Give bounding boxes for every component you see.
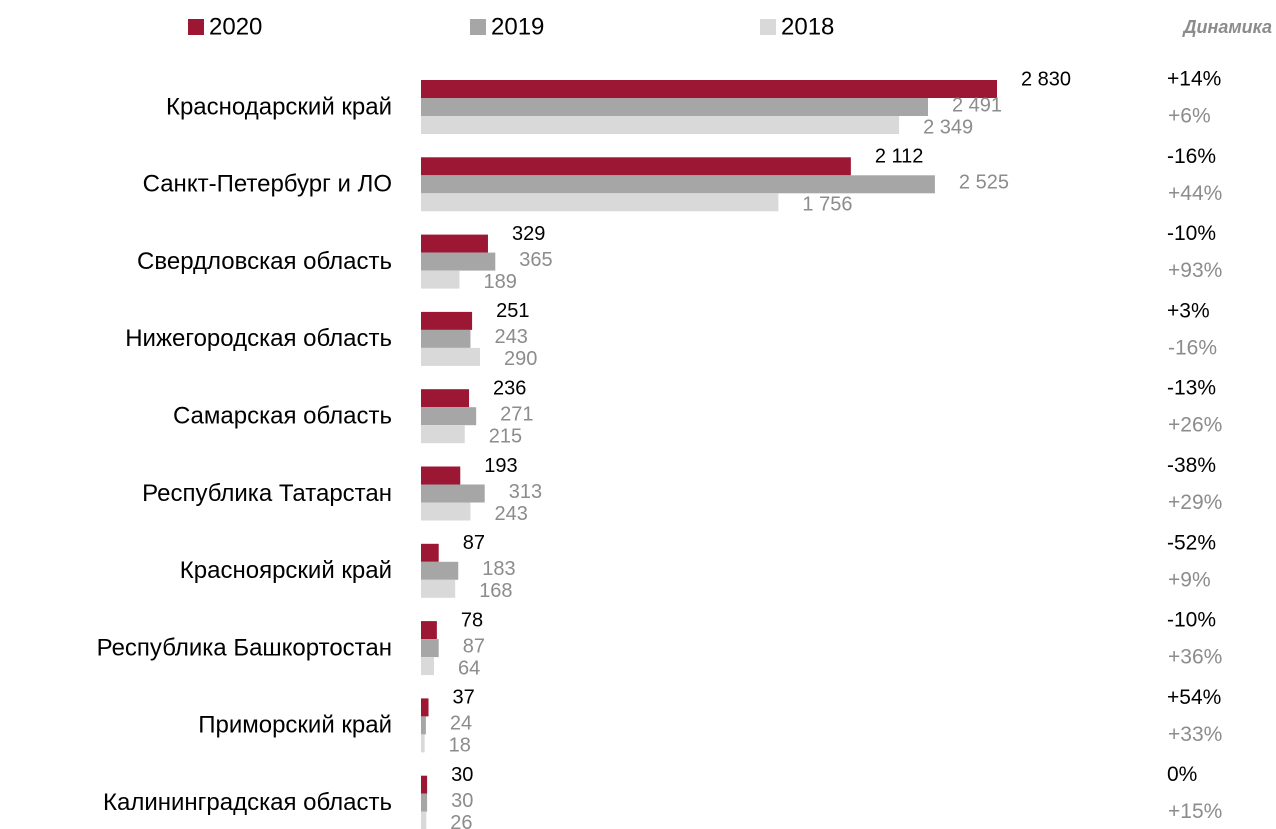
- category-label: Республика Башкортостан: [97, 634, 392, 661]
- value-label: 24: [450, 713, 472, 735]
- category-label: Самарская область: [173, 403, 392, 430]
- dynamics-bottom: +29%: [1168, 491, 1222, 514]
- bar: [421, 347, 481, 366]
- bar: [421, 484, 485, 503]
- value-label: 313: [509, 481, 542, 503]
- dynamics-bottom: +36%: [1168, 646, 1222, 669]
- category-label: Нижегородская область: [125, 325, 392, 352]
- bar: [421, 698, 429, 717]
- bar: [421, 270, 460, 289]
- dynamics-bottom: +26%: [1168, 414, 1222, 437]
- bar: [421, 193, 779, 212]
- bar: [421, 561, 459, 580]
- category-label: Республика Татарстан: [142, 480, 392, 507]
- value-label: 243: [494, 326, 527, 348]
- dynamics-bottom: +9%: [1168, 568, 1211, 591]
- dynamics-top: -16%: [1167, 145, 1216, 168]
- bar: [421, 98, 929, 116]
- value-label: 26: [450, 812, 472, 829]
- value-label: 236: [493, 377, 526, 399]
- bar: [421, 734, 425, 753]
- dynamics-top: -38%: [1167, 454, 1216, 477]
- dynamics-bottom: +6%: [1168, 105, 1211, 128]
- bar: [421, 116, 900, 134]
- category-label: Приморский край: [198, 712, 392, 739]
- bar: [421, 543, 439, 562]
- bar: [421, 389, 470, 408]
- dynamics-bottom: +33%: [1168, 723, 1222, 746]
- value-label: 271: [500, 403, 533, 425]
- bar: [421, 407, 477, 426]
- value-label: 189: [483, 271, 516, 293]
- bar: [421, 157, 851, 176]
- bar: [421, 466, 461, 485]
- bar: [421, 425, 465, 444]
- bar: [421, 621, 437, 640]
- legend-label: 2020: [209, 13, 262, 40]
- legend-label: 2018: [781, 13, 834, 40]
- value-label: 87: [463, 635, 485, 657]
- value-label: 18: [449, 735, 471, 757]
- bar: [421, 502, 471, 521]
- legend-swatch: [760, 19, 776, 35]
- value-label: 215: [489, 425, 522, 447]
- value-label: 30: [451, 790, 473, 812]
- dynamics-top: 0%: [1167, 763, 1197, 786]
- value-label: 1 756: [802, 194, 852, 216]
- value-label: 2 525: [959, 172, 1009, 194]
- legend-swatch: [470, 19, 486, 35]
- bar: [421, 716, 426, 735]
- dynamics-bottom: +93%: [1168, 259, 1222, 282]
- value-label: 329: [512, 223, 545, 245]
- value-label: 193: [484, 455, 517, 477]
- value-label: 30: [451, 764, 473, 786]
- category-label: Красноярский край: [180, 557, 392, 584]
- bar: [421, 811, 427, 829]
- value-label: 2 830: [1021, 68, 1071, 90]
- legend-swatch: [188, 19, 204, 35]
- value-label: 2 491: [952, 94, 1002, 116]
- category-label: Санкт-Петербург и ЛО: [143, 171, 392, 198]
- value-label: 168: [479, 580, 512, 602]
- bar: [421, 80, 997, 98]
- bar: [421, 579, 456, 598]
- category-label: Свердловская область: [137, 248, 392, 275]
- value-label: 37: [453, 687, 475, 709]
- dynamics-top: -52%: [1167, 531, 1216, 554]
- value-label: 2 112: [875, 146, 924, 168]
- dynamics-top: +54%: [1167, 686, 1221, 709]
- value-label: 64: [458, 657, 480, 679]
- bar: [421, 252, 496, 271]
- dynamics-top: +3%: [1167, 299, 1210, 322]
- value-label: 243: [494, 503, 527, 525]
- dynamics-title: Динамика: [1181, 17, 1272, 37]
- value-label: 87: [463, 532, 485, 554]
- value-label: 78: [461, 609, 483, 631]
- bar: [421, 175, 935, 194]
- dynamics-top: +14%: [1167, 68, 1221, 91]
- bar: [421, 311, 473, 330]
- dynamics-bottom: -16%: [1168, 336, 1217, 359]
- dynamics-top: -10%: [1167, 222, 1216, 245]
- dynamics-top: -13%: [1167, 377, 1216, 400]
- bar: [421, 639, 439, 658]
- bar: [421, 234, 488, 253]
- dynamics-bottom: +15%: [1168, 800, 1222, 823]
- bar: [421, 657, 435, 676]
- value-label: 365: [519, 249, 552, 271]
- value-label: 290: [504, 348, 537, 370]
- bar: [421, 793, 428, 812]
- category-label: Краснодарский край: [166, 93, 392, 120]
- dynamics-top: -10%: [1167, 609, 1216, 632]
- legend-label: 2019: [491, 13, 544, 40]
- dynamics-bottom: +44%: [1168, 182, 1222, 205]
- value-label: 183: [482, 558, 515, 580]
- category-label: Калининградская область: [103, 789, 392, 816]
- bar: [421, 329, 471, 348]
- value-label: 251: [496, 300, 529, 322]
- bar: [421, 775, 428, 794]
- value-label: 2 349: [923, 116, 973, 138]
